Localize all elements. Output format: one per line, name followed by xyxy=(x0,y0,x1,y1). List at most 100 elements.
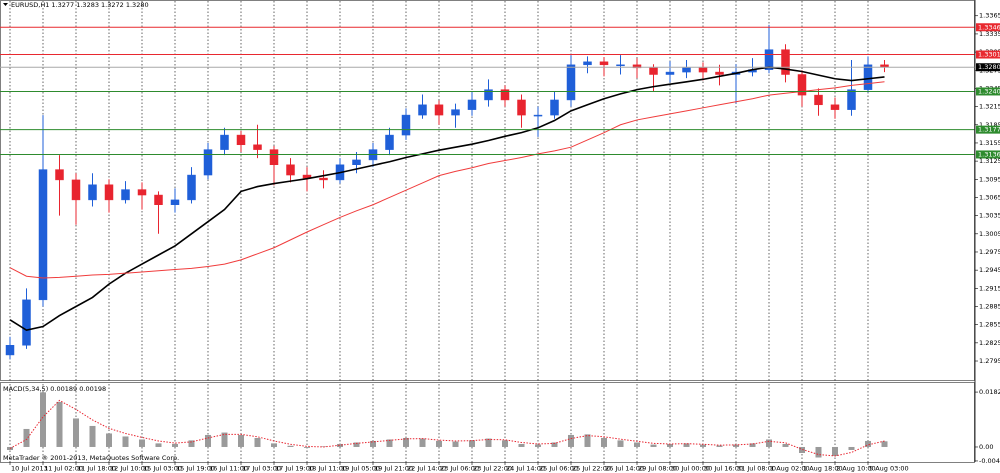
macd-bar xyxy=(568,434,574,447)
x-tick-label: 31 Jul 08:00 xyxy=(737,465,776,473)
macd-bar xyxy=(56,401,63,447)
macd-bar xyxy=(832,446,838,456)
macd-bar xyxy=(205,434,211,447)
candle-body xyxy=(121,189,130,201)
candle-body xyxy=(286,164,295,176)
copyright: MetaTrader ® 2001-2013, MetaQuotes Softw… xyxy=(3,454,179,462)
y-tick-label: 0.01828 xyxy=(979,388,1000,396)
candle-body xyxy=(319,177,328,181)
x-tick-label: 16 Jul 11:00 xyxy=(209,465,248,473)
macd-bar xyxy=(23,428,30,447)
moving-average xyxy=(9,66,885,331)
menu-icon[interactable] xyxy=(3,3,8,6)
level-label: 1.3301 xyxy=(978,51,1000,59)
macd-bar xyxy=(469,440,475,447)
macd-bar xyxy=(403,437,409,447)
y-tick-label: 1.2975 xyxy=(979,248,1000,256)
x-tick-label: 5 Aug 03:00 xyxy=(869,465,909,473)
y-tick-label: 1.2825 xyxy=(979,339,1000,347)
candle-body xyxy=(583,61,592,66)
candle-body xyxy=(154,194,163,205)
macd-bar xyxy=(667,443,673,447)
macd-bar xyxy=(337,443,343,447)
price-title: EURUSD,H1 1.3277 1.3283 1.3272 1.3280 xyxy=(11,1,149,9)
candle-body xyxy=(566,64,576,101)
level-label: 1.3280 xyxy=(978,63,1000,71)
macd-bar xyxy=(370,440,376,447)
candle-body xyxy=(269,149,279,166)
macd-bar xyxy=(40,392,46,447)
x-tick-label: 19 Jul 21:00 xyxy=(374,465,413,473)
level-label: 1.3177 xyxy=(978,126,1000,134)
candle-body xyxy=(665,71,675,75)
macd-bar xyxy=(271,443,277,447)
macd-bar xyxy=(865,440,871,447)
y-tick-label: 1.3185 xyxy=(979,121,1000,129)
candle-body xyxy=(533,114,543,117)
macd-bar xyxy=(139,439,145,447)
x-tick-label: 19 Jul 05:00 xyxy=(341,465,380,473)
macd-bar xyxy=(73,418,79,447)
candle-body xyxy=(632,64,642,69)
level-label-box xyxy=(976,23,1000,32)
candle-body xyxy=(434,104,444,116)
macd-bar xyxy=(254,437,261,447)
candle-body xyxy=(253,144,262,150)
x-tick-label: 18 Jul 11:00 xyxy=(308,465,347,473)
macd-bar xyxy=(766,439,772,447)
x-tick-label: 17 Jul 19:00 xyxy=(275,465,314,473)
macd-bar xyxy=(634,442,640,447)
x-tick-label: 23 Jul 22:00 xyxy=(473,465,512,473)
x-tick-label: 25 Jul 06:00 xyxy=(539,465,578,473)
candle-body xyxy=(88,184,97,201)
x-tick-label: 24 Jul 14:00 xyxy=(506,465,545,473)
candle-body xyxy=(814,94,823,106)
y-tick-label: 1.2855 xyxy=(979,321,1000,329)
x-tick-label: 10 Jul 2013 xyxy=(11,465,48,473)
x-tick-label: 11 Jul 18:00 xyxy=(77,465,116,473)
macd-bar xyxy=(155,443,162,447)
moving-average xyxy=(9,81,885,279)
candle-body xyxy=(847,89,856,110)
macd-bar xyxy=(304,446,310,448)
candle-body xyxy=(170,199,180,205)
y-tick-label: 1.3335 xyxy=(979,30,1000,38)
candle-body xyxy=(599,61,609,66)
x-tick-label: 11 Jul 02:00 xyxy=(44,465,83,473)
macd-bar xyxy=(799,446,805,453)
candle-body xyxy=(484,89,493,101)
x-tick-label: 23 Jul 06:00 xyxy=(440,465,479,473)
x-tick-label: 1 Aug 02:00 xyxy=(770,465,810,473)
level-label: 1.3240 xyxy=(978,87,1000,95)
x-tick-label: 15 Jul 19:00 xyxy=(176,465,215,473)
level-label-box xyxy=(976,125,1000,134)
macd-bar xyxy=(733,444,739,447)
y-tick-label: 1.3155 xyxy=(979,139,1000,147)
macd-bar xyxy=(700,444,706,447)
macd-bar xyxy=(386,439,393,447)
y-tick-label: 1.3125 xyxy=(979,157,1000,165)
candle-body xyxy=(781,49,790,75)
candle-body xyxy=(517,99,526,116)
y-tick-label: 1.2795 xyxy=(979,357,1000,365)
macd-bar xyxy=(238,434,244,447)
y-tick-label: 1.3065 xyxy=(979,193,1000,201)
x-tick-label: 30 Jul 16:00 xyxy=(704,465,743,473)
candle-body xyxy=(401,114,411,136)
candle-body xyxy=(467,99,477,110)
level-label-box xyxy=(976,87,1000,96)
macd-bar xyxy=(502,440,508,447)
level-label: 1.3346 xyxy=(978,23,1000,31)
y-tick-label: 1.2945 xyxy=(979,266,1000,274)
macd-bar xyxy=(419,438,426,447)
candle-body xyxy=(385,134,394,150)
candle-body xyxy=(616,64,625,67)
candle-body xyxy=(38,169,48,301)
candle-body xyxy=(863,64,873,90)
x-tick-label: 17 Jul 03:00 xyxy=(242,465,281,473)
macd-bar xyxy=(716,445,723,447)
macd-bar xyxy=(287,445,294,447)
candle-body xyxy=(22,299,31,346)
